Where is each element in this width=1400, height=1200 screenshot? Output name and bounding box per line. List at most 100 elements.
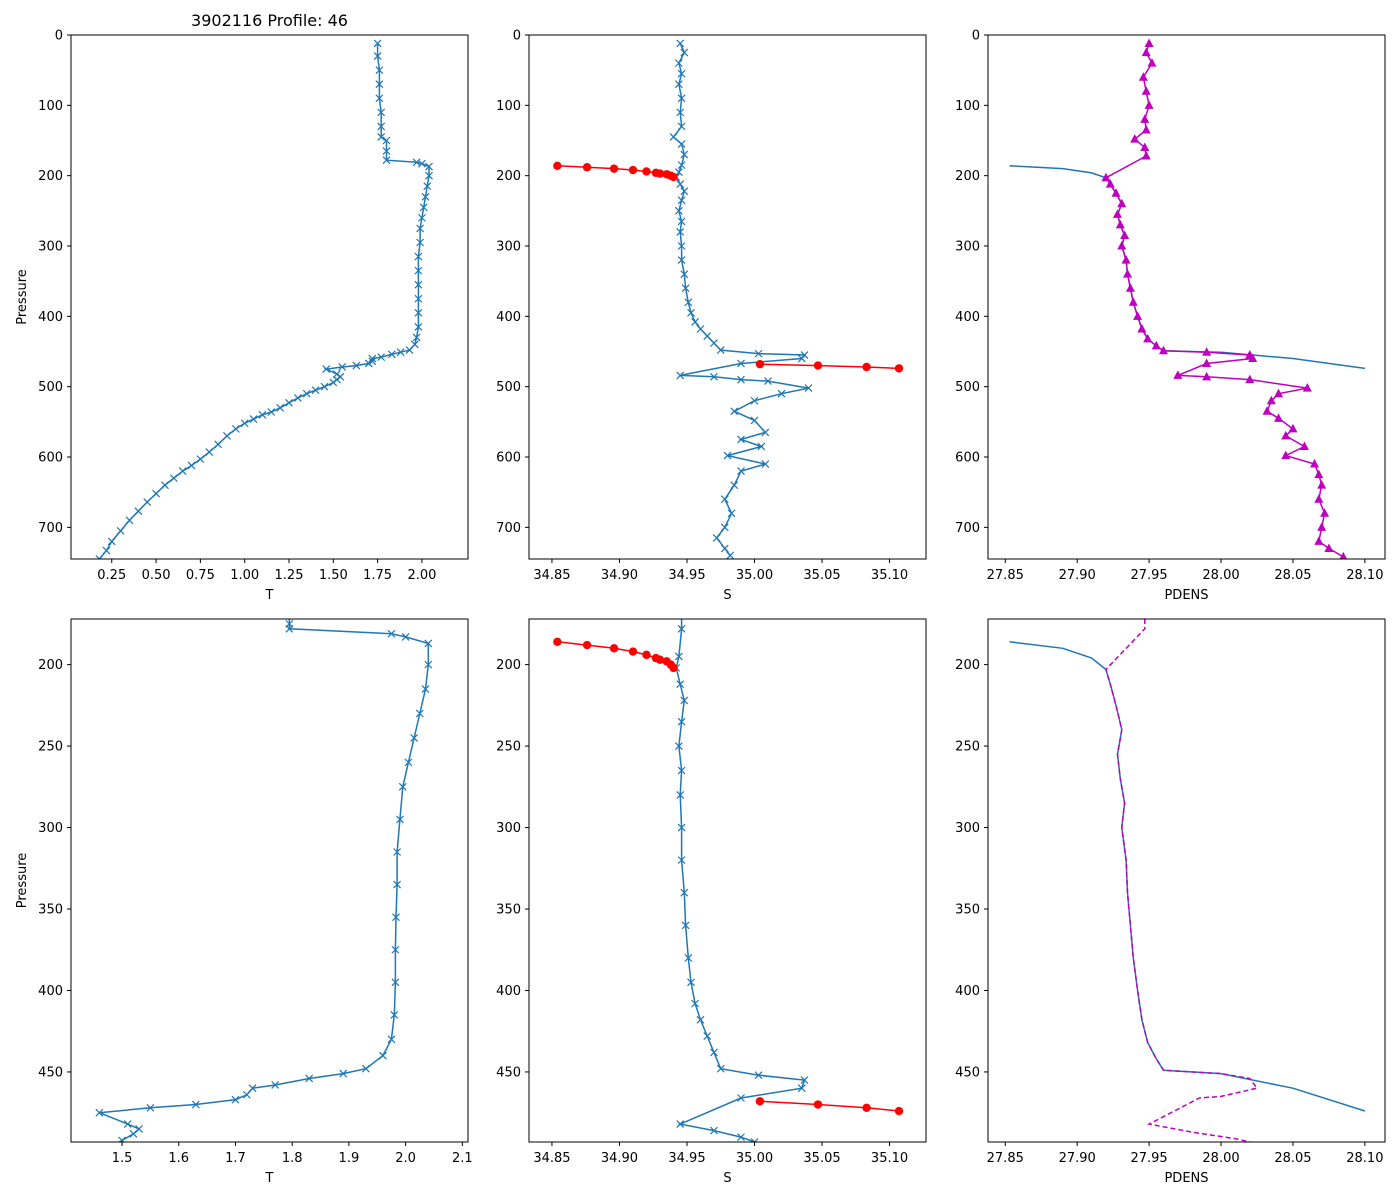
x-tick-label: 35.00 — [736, 568, 773, 583]
data-point-x — [352, 361, 361, 370]
x-tick-label: 1.5 — [112, 1151, 133, 1166]
x-tick-label: 35.00 — [736, 1151, 773, 1166]
data-point-x — [377, 133, 386, 141]
data-point-circle — [894, 364, 904, 373]
data-point-x — [361, 1064, 370, 1073]
data-point-x — [417, 159, 426, 168]
data-point-x — [242, 1090, 251, 1099]
data-point-x — [375, 94, 384, 103]
data-point-x — [123, 1120, 132, 1129]
data-point-x — [196, 455, 205, 464]
data-point-x — [696, 325, 705, 333]
data-point-x — [696, 1015, 705, 1024]
y-tick-label: 400 — [955, 310, 980, 325]
data-point-x — [134, 507, 143, 516]
y-tick-label: 350 — [38, 903, 63, 918]
data-point-x — [710, 339, 718, 347]
data-point-x — [107, 537, 116, 546]
data-point-triangle — [1314, 536, 1324, 545]
data-point-x — [271, 1081, 280, 1089]
chart-temp_full: 0.25 0.50 0.75 1.00 1.25 1.50 1.75 2.00 0 100 200 3… — [15, 11, 469, 603]
data-point-x — [676, 180, 685, 189]
x-axis-label: PDENS — [1164, 588, 1208, 603]
data-point-x — [305, 1074, 314, 1083]
data-point-x — [382, 147, 391, 155]
y-tick-label: 200 — [38, 169, 63, 184]
data-point-x — [737, 1094, 745, 1102]
data-point-triangle — [1133, 311, 1143, 320]
x-tick-label: 34.85 — [533, 1151, 570, 1166]
data-point-triangle — [1144, 100, 1154, 109]
plot-area — [1009, 38, 1366, 559]
data-point-triangle — [1115, 219, 1125, 229]
data-point-triangle — [1320, 508, 1330, 517]
x-tick-label: 27.90 — [1059, 1151, 1096, 1166]
data-point-x — [419, 203, 428, 212]
data-point-triangle — [1111, 188, 1121, 197]
y-tick-label: 200 — [496, 169, 521, 184]
x-tick-label: 28.00 — [1202, 1151, 1239, 1166]
data-point-triangle — [1299, 441, 1309, 450]
data-point-triangle — [1324, 543, 1334, 552]
data-point-x — [423, 182, 432, 191]
data-point-x — [677, 217, 686, 226]
y-tick-label: 300 — [496, 821, 521, 836]
x-tick-label: 27.85 — [987, 568, 1024, 583]
data-point-x — [339, 1069, 348, 1078]
data-point-x — [161, 481, 169, 490]
data-point-triangle — [1274, 388, 1284, 398]
data-point-x — [414, 308, 423, 317]
axes-frame — [987, 34, 1386, 560]
data-point-x — [368, 354, 377, 363]
data-point-x — [387, 629, 396, 638]
x-tick-label: 1.50 — [319, 568, 348, 583]
series-s — [672, 619, 809, 1142]
data-point-x — [674, 80, 683, 89]
data-point-x — [258, 410, 267, 419]
plot-area — [95, 619, 433, 1142]
data-point-triangle — [1138, 72, 1148, 81]
data-point-x — [687, 978, 695, 987]
data-point-x — [387, 350, 396, 359]
data-point-x — [95, 555, 104, 559]
data-point-x — [761, 428, 770, 437]
data-point-x — [677, 69, 686, 78]
data-point-circle — [755, 1097, 765, 1106]
data-point-x — [677, 766, 686, 775]
x-tick-label: 27.85 — [987, 1151, 1024, 1166]
data-point-x — [677, 122, 686, 131]
data-point-triangle — [1339, 551, 1348, 559]
data-point-x — [703, 332, 712, 340]
data-point-x — [676, 39, 685, 48]
data-point-x — [681, 284, 690, 293]
data-point-x — [764, 377, 772, 385]
data-point-x — [716, 346, 725, 355]
x-tick-label: 27.95 — [1130, 1151, 1167, 1166]
data-point-x — [677, 161, 686, 170]
data-point-x — [425, 162, 433, 171]
data-point-triangle — [1314, 494, 1324, 503]
y-tick-label: 700 — [496, 521, 521, 536]
data-point-x — [302, 389, 311, 398]
data-point-x — [677, 624, 686, 633]
data-point-x — [276, 403, 285, 412]
x-tick-label: 2.00 — [407, 568, 436, 583]
data-point-x — [674, 742, 683, 751]
data-point-x — [710, 1126, 718, 1135]
x-tick-label: 35.10 — [871, 1151, 908, 1166]
y-tick-label: 300 — [38, 821, 63, 836]
data-point-circle — [669, 172, 678, 182]
data-point-x — [322, 365, 331, 374]
data-point-triangle — [1202, 358, 1212, 367]
y-tick-label: 300 — [955, 240, 980, 255]
data-point-circle — [609, 164, 619, 173]
data-point-x — [417, 213, 426, 222]
data-point-x — [703, 1032, 712, 1041]
data-point-x — [797, 354, 806, 363]
chart-temp_zoom: 1.5 1.6 1.7 1.8 1.9 2.0 2.1 200 250 300 350 400 450 T… — [15, 618, 473, 1186]
data-point-x — [414, 294, 423, 303]
data-point-x — [750, 396, 759, 405]
data-point-x — [424, 639, 433, 648]
x-axis-label: PDENS — [1164, 1171, 1208, 1186]
